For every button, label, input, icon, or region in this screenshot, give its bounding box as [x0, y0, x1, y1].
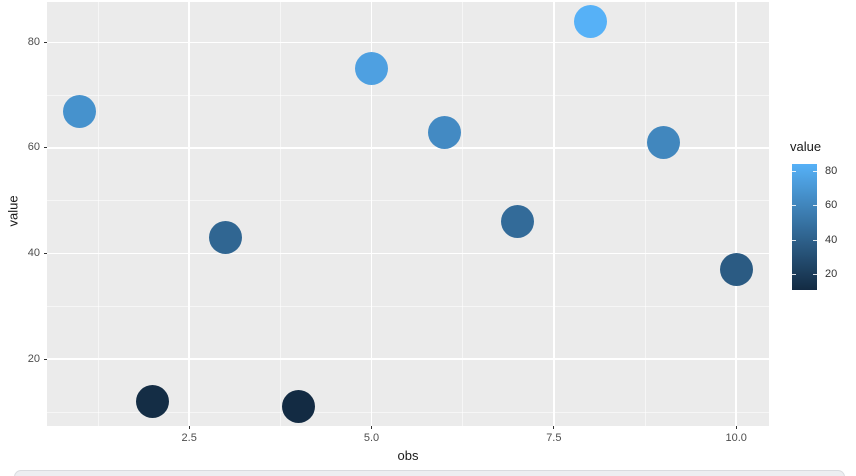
- data-point: [282, 390, 316, 424]
- data-point: [427, 115, 461, 149]
- x-axis-tick: [371, 426, 373, 429]
- x-minor-gridline: [644, 2, 646, 426]
- y-axis-tick-label: 80: [27, 35, 40, 48]
- legend-tick: [813, 274, 817, 276]
- x-axis-tick: [188, 426, 190, 429]
- y-minor-gridline: [47, 305, 769, 307]
- x-major-gridline: [188, 2, 190, 426]
- data-point: [500, 205, 534, 239]
- y-major-gridline: [47, 41, 769, 44]
- legend-tick: [792, 274, 796, 276]
- legend-tick: [813, 239, 817, 241]
- data-point: [573, 4, 607, 38]
- x-axis-title: obs: [397, 448, 419, 463]
- legend-gradient-bar: [792, 164, 817, 290]
- x-axis-tick: [735, 426, 737, 429]
- x-axis-tick: [553, 426, 555, 429]
- legend-tick: [792, 170, 796, 172]
- x-major-gridline: [370, 2, 373, 426]
- x-minor-gridline: [462, 2, 464, 426]
- x-minor-gridline: [97, 2, 99, 426]
- data-point: [646, 126, 680, 160]
- legend-tick: [792, 239, 796, 241]
- data-point: [136, 384, 170, 418]
- legend-tick-label: 60: [825, 199, 838, 212]
- data-point: [209, 221, 243, 255]
- legend-title: value: [790, 139, 822, 154]
- y-axis-tick-label: 40: [27, 247, 40, 260]
- y-minor-gridline: [47, 411, 769, 413]
- y-axis-tick: [43, 358, 47, 360]
- x-minor-gridline: [279, 2, 281, 426]
- legend-tick-label: 80: [825, 164, 838, 177]
- y-major-gridline: [47, 147, 769, 149]
- y-minor-gridline: [47, 94, 769, 96]
- x-axis-tick-label: 2.5: [181, 432, 197, 444]
- legend-tick: [813, 205, 817, 207]
- y-axis-tick-label: 20: [27, 352, 40, 365]
- data-point: [719, 252, 753, 286]
- y-axis-title: value: [5, 195, 21, 227]
- footer-bar: [14, 470, 845, 476]
- data-point: [355, 52, 389, 86]
- y-axis-tick: [43, 41, 47, 43]
- x-axis-tick-label: 7.5: [546, 432, 562, 444]
- y-axis-tick: [43, 253, 47, 255]
- legend-tick: [813, 170, 817, 172]
- x-axis-tick-label: 5.0: [363, 432, 380, 444]
- plot-panel: [47, 2, 769, 426]
- y-major-gridline: [47, 252, 769, 255]
- legend-tick-label: 20: [825, 268, 838, 281]
- x-major-gridline: [735, 2, 737, 426]
- x-major-gridline: [553, 2, 555, 426]
- y-major-gridline: [47, 358, 769, 360]
- data-point: [63, 94, 97, 128]
- y-minor-gridline: [47, 200, 769, 202]
- y-axis-tick-label: 60: [27, 141, 40, 154]
- y-axis-tick: [43, 147, 47, 149]
- legend-tick-label: 40: [825, 233, 838, 246]
- legend-tick: [792, 205, 796, 207]
- x-axis-tick-label: 10.0: [725, 432, 747, 444]
